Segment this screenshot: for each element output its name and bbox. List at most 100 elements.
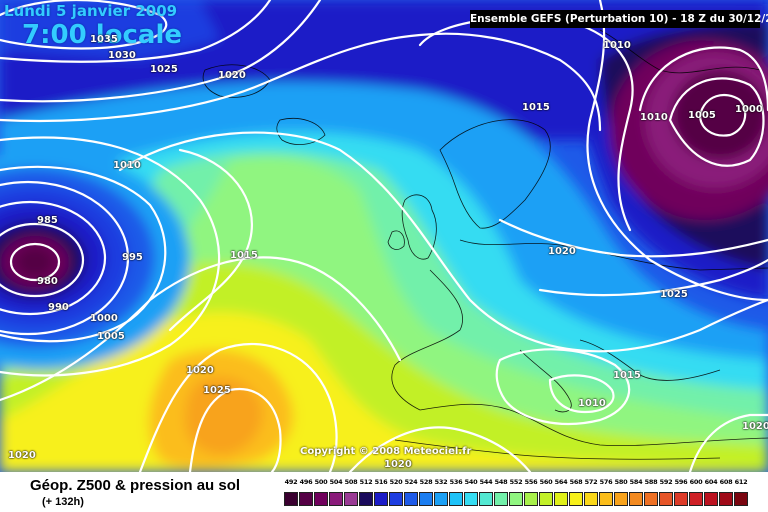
geopotential-field	[0, 0, 768, 472]
legend-value: 596	[674, 478, 688, 486]
legend-swatch	[704, 492, 718, 506]
isobar-label: 1035	[90, 34, 118, 45]
isobar-label: 1025	[150, 64, 178, 75]
legend-swatch	[689, 492, 703, 506]
isobar-label: 1010	[603, 40, 631, 51]
legend-value: 508	[344, 478, 358, 486]
legend-value: 496	[299, 478, 313, 486]
legend-swatch	[734, 492, 748, 506]
copyright-notice: Copyright © 2008 Meteociel.fr	[300, 446, 472, 457]
legend-value: 544	[479, 478, 493, 486]
legend-swatch	[584, 492, 598, 506]
legend-swatch	[299, 492, 313, 506]
map-title: Géop. Z500 & pression au sol	[30, 477, 241, 494]
legend-value: 604	[704, 478, 718, 486]
legend-value: 560	[539, 478, 553, 486]
weather-map: Lundi 5 janvier 2009 7:00 locale Ensembl…	[0, 0, 768, 472]
legend-value: 548	[494, 478, 508, 486]
legend-value: 556	[524, 478, 538, 486]
isobar-label: 990	[48, 302, 69, 313]
legend-value: 536	[449, 478, 463, 486]
legend-value: 564	[554, 478, 568, 486]
isobar-label: 1020	[8, 450, 36, 461]
legend-value: 512	[359, 478, 373, 486]
isobar-label: 1015	[230, 250, 258, 261]
legend-swatch	[494, 492, 508, 506]
isobar-label: 1010	[113, 160, 141, 171]
isobar-label: 1020	[186, 365, 214, 376]
legend-swatch	[554, 492, 568, 506]
legend-value: 504	[329, 478, 343, 486]
legend-value: 532	[434, 478, 448, 486]
legend-value: 592	[659, 478, 673, 486]
isobar-label: 1015	[613, 370, 641, 381]
legend-swatch	[539, 492, 553, 506]
legend-value: 500	[314, 478, 328, 486]
isobar-label: 1030	[108, 50, 136, 61]
isobar-label: 1020	[742, 421, 768, 432]
forecast-lead-time: (+ 132h)	[42, 496, 84, 508]
legend-value: 524	[404, 478, 418, 486]
legend-swatch	[509, 492, 523, 506]
isobar-label: 1005	[688, 110, 716, 121]
isobar-label: 995	[122, 252, 143, 263]
legend-swatch	[419, 492, 433, 506]
legend-swatch	[284, 492, 298, 506]
legend-swatch	[329, 492, 343, 506]
model-run-label: Ensemble GEFS (Perturbation 10) - 18 Z d…	[470, 10, 768, 28]
legend-swatch	[434, 492, 448, 506]
legend-value: 580	[614, 478, 628, 486]
forecast-time: 7:00 locale	[22, 20, 182, 50]
isobar-label: 1020	[548, 246, 576, 257]
legend-swatch	[629, 492, 643, 506]
legend-swatch	[524, 492, 538, 506]
legend-swatch	[374, 492, 388, 506]
isobar-label: 1010	[578, 398, 606, 409]
legend-swatch	[644, 492, 658, 506]
forecast-date: Lundi 5 janvier 2009	[4, 2, 178, 20]
legend-swatch	[314, 492, 328, 506]
legend-swatch	[449, 492, 463, 506]
isobar-label: 1000	[735, 104, 763, 115]
coastlines	[202, 29, 768, 460]
isobar-label: 1015	[522, 102, 550, 113]
legend-value: 612	[734, 478, 748, 486]
legend-value: 520	[389, 478, 403, 486]
isobar-label: 1025	[203, 385, 231, 396]
legend-swatch	[674, 492, 688, 506]
legend-swatch	[614, 492, 628, 506]
isobar-lines	[0, 0, 768, 472]
isobar-label: 1000	[90, 313, 118, 324]
isobar-label: 985	[37, 215, 58, 226]
legend-color-bar	[284, 492, 750, 506]
legend-value: 492	[284, 478, 298, 486]
legend-value: 568	[569, 478, 583, 486]
isobar-label: 980	[37, 276, 58, 287]
legend-value: 576	[599, 478, 613, 486]
legend-value: 584	[629, 478, 643, 486]
legend-swatch	[569, 492, 583, 506]
legend-value: 608	[719, 478, 733, 486]
isobar-label: 1025	[660, 289, 688, 300]
color-scale-legend: 492 496 500 504 508 512 516 520 524 528 532 536 540 5…	[284, 478, 750, 506]
legend-swatch	[359, 492, 373, 506]
legend-swatch	[599, 492, 613, 506]
legend-swatch	[404, 492, 418, 506]
legend-swatch	[389, 492, 403, 506]
legend-value: 572	[584, 478, 598, 486]
map-footer: Géop. Z500 & pression au sol (+ 132h) 49…	[0, 472, 768, 512]
isobar-label: 1020	[384, 459, 412, 470]
isobar-label: 1005	[97, 331, 125, 342]
legend-swatch	[464, 492, 478, 506]
isobar-label: 1020	[218, 70, 246, 81]
legend-value: 600	[689, 478, 703, 486]
legend-value: 516	[374, 478, 388, 486]
legend-swatch	[344, 492, 358, 506]
legend-value: 588	[644, 478, 658, 486]
legend-value: 540	[464, 478, 478, 486]
legend-value: 528	[419, 478, 433, 486]
legend-labels: 492 496 500 504 508 512 516 520 524 528 532 536 540 5…	[284, 478, 750, 490]
legend-swatch	[479, 492, 493, 506]
legend-value: 552	[509, 478, 523, 486]
legend-swatch	[719, 492, 733, 506]
